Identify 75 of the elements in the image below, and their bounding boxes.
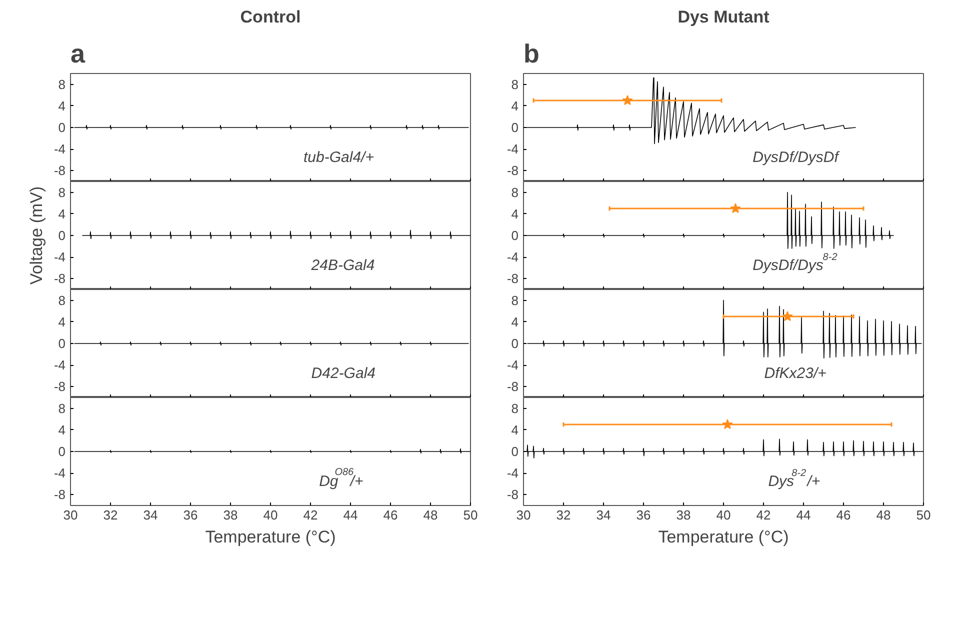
y-tick-label: 4 <box>511 98 519 114</box>
y-tick-label: -4 <box>506 250 519 265</box>
y-tick-label: 0 <box>511 120 519 135</box>
y-tick-label: -8 <box>506 163 519 178</box>
x-tick-label: 34 <box>143 508 158 522</box>
x-tick-label: 42 <box>756 508 771 522</box>
annotation: DysDf/DysDf <box>752 149 840 166</box>
y-tick-label: 8 <box>511 76 519 92</box>
y-tick-label: 8 <box>511 292 519 308</box>
y-tick-label: 4 <box>58 98 66 114</box>
y-tick-label: 4 <box>58 314 66 330</box>
x-tick-label: 44 <box>796 508 811 522</box>
x-tick-label: 34 <box>596 508 611 522</box>
x-tick-label: 48 <box>876 508 891 522</box>
x-tick-label: 40 <box>263 508 278 522</box>
y-tick-label: 0 <box>58 444 66 459</box>
x-tick-label: 32 <box>556 508 571 522</box>
y-tick-label: 8 <box>511 400 519 416</box>
x-tick-label: 40 <box>716 508 731 522</box>
y-tick-label: -4 <box>54 250 66 265</box>
annotation: tub-Gal4/+ <box>304 149 374 166</box>
x-tick-label: 50 <box>916 508 931 522</box>
x-tick-label: 36 <box>636 508 651 522</box>
y-tick-label: 4 <box>511 206 519 222</box>
text: b <box>524 38 540 68</box>
x-tick-label: 30 <box>516 508 531 522</box>
y-tick-label: 8 <box>58 292 66 308</box>
chart-title: Control <box>240 8 301 26</box>
x-tick-label: 46 <box>836 508 851 522</box>
y-tick-label: -4 <box>54 358 66 373</box>
y-tick-label: 0 <box>58 228 66 243</box>
annotation: DfKx23/+ <box>764 365 827 382</box>
x-tick-label: 44 <box>343 508 358 522</box>
x-tick-label: 48 <box>423 508 438 522</box>
y-tick-label: -8 <box>506 379 519 394</box>
y-tick-label: 4 <box>511 314 519 330</box>
annotation: D42-Gal4 <box>311 365 376 382</box>
chart-title: Dys Mutant <box>678 8 770 26</box>
y-tick-label: -4 <box>54 142 66 157</box>
x-axis-title: Temperature (°C) <box>658 528 789 546</box>
y-tick-label: -8 <box>54 163 66 178</box>
y-tick-label: -4 <box>506 358 519 373</box>
x-axis-title: Temperature (°C) <box>205 528 336 546</box>
y-tick-label: 0 <box>511 444 519 459</box>
x-tick-label: 38 <box>676 508 691 522</box>
y-tick-label: -4 <box>506 466 519 481</box>
y-tick-label: 8 <box>511 184 519 200</box>
line-series <box>82 230 470 240</box>
x-tick-label: 32 <box>103 508 118 522</box>
y-tick-label: 8 <box>58 184 66 200</box>
y-tick-label: 4 <box>58 206 66 222</box>
y-tick-label: 8 <box>58 400 66 416</box>
x-tick-label: 42 <box>303 508 318 522</box>
y-tick-label: -4 <box>54 466 66 481</box>
y-tick-label: 4 <box>58 422 66 438</box>
annotation: 24B-Gal4 <box>310 257 375 274</box>
text: a <box>70 38 86 68</box>
x-tick-label: 36 <box>183 508 198 522</box>
y-tick-label: 4 <box>511 422 519 438</box>
y-tick-label: -8 <box>54 379 66 394</box>
y-tick-label: -4 <box>506 142 519 157</box>
x-tick-label: 38 <box>223 508 238 522</box>
x-tick-label: 50 <box>463 508 478 522</box>
y-tick-label: -8 <box>54 487 66 502</box>
y-tick-label: 0 <box>511 228 519 243</box>
y-tick-label: 0 <box>58 336 66 351</box>
x-tick-label: 46 <box>383 508 398 522</box>
y-tick-label: 0 <box>511 336 519 351</box>
y-tick-label: 8 <box>58 76 66 92</box>
y-tick-label: 0 <box>58 120 66 135</box>
y-tick-label: -8 <box>506 487 519 502</box>
x-tick-label: 30 <box>63 508 78 522</box>
y-axis-title: Voltage (mV) <box>26 186 46 285</box>
y-tick-label: -8 <box>506 271 519 286</box>
y-tick-label: -8 <box>54 271 66 286</box>
